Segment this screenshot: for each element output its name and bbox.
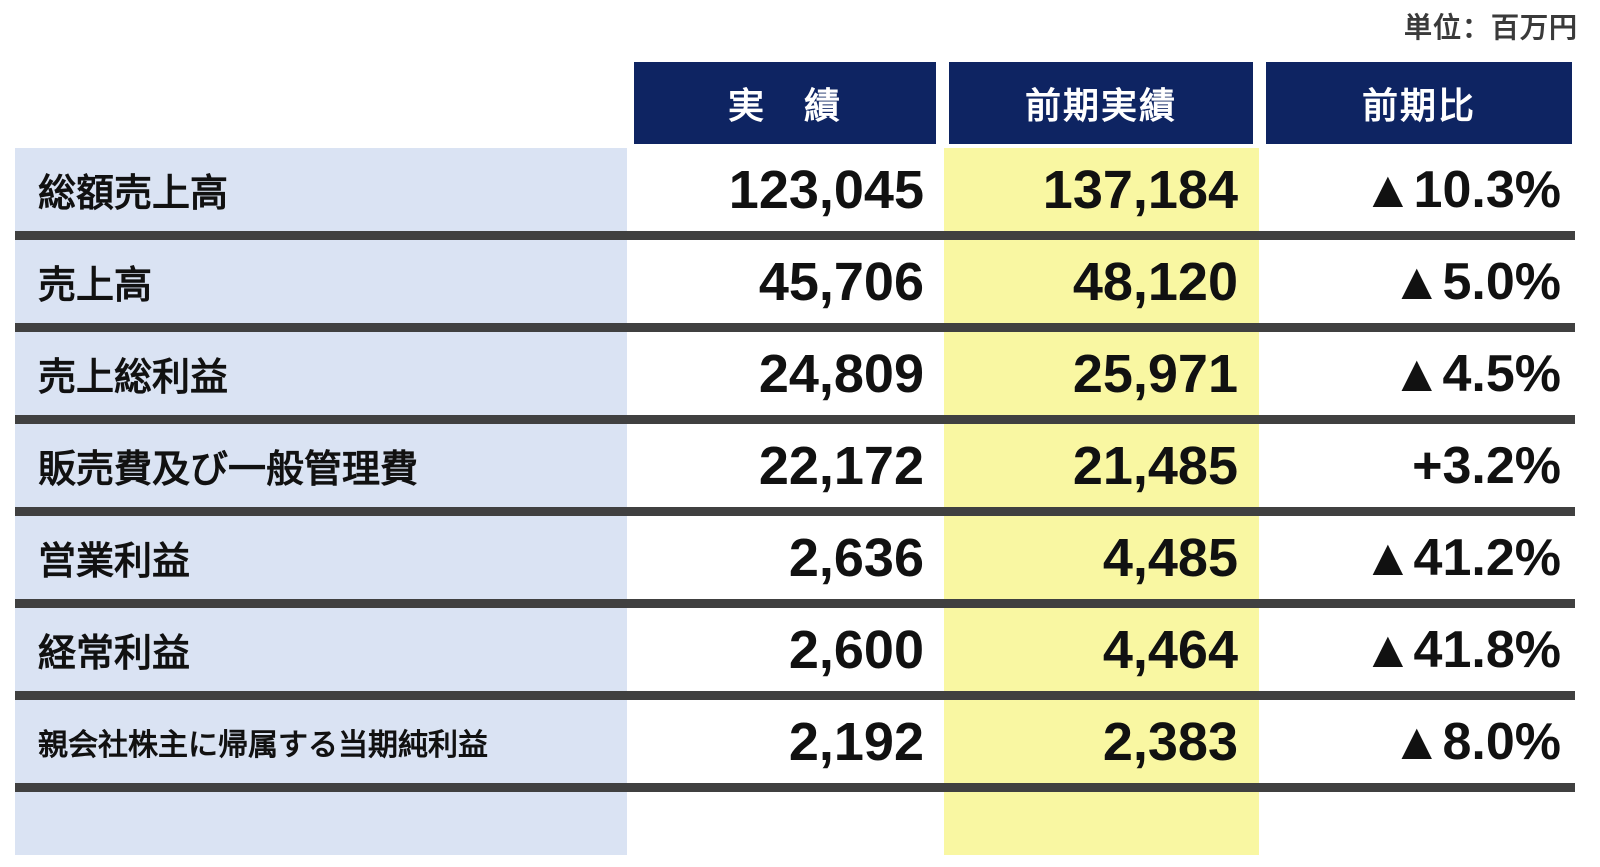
label-column-band: [15, 148, 627, 855]
row-actual: 2,600: [788, 619, 924, 680]
row-previous: 4,464: [1102, 619, 1238, 680]
row-yoy: ▲41.2%: [1362, 528, 1561, 587]
row-yoy: ▲4.5%: [1391, 344, 1561, 403]
table-row-ordinary-income: 経常利益 2,600 4,464 ▲41.8%: [15, 608, 1575, 700]
row-actual: 2,636: [788, 527, 924, 588]
row-label: 販売費及び一般管理費: [38, 449, 419, 491]
unit-label: 単位：百万円: [1403, 12, 1578, 43]
column-header-previous: 前期実績: [949, 62, 1253, 144]
row-label: 売上高: [38, 265, 153, 307]
table-rows: 総額売上高 123,045 137,184 ▲10.3% 売上高 45,706 …: [15, 148, 1575, 792]
row-label: 親会社株主に帰属する当期純利益: [38, 728, 488, 762]
table-header: 実 績 前期実績 前期比: [634, 62, 1572, 144]
row-actual: 22,172: [758, 435, 924, 496]
table-row-gross-sales: 総額売上高 123,045 137,184 ▲10.3%: [15, 148, 1575, 240]
row-yoy: ▲8.0%: [1391, 712, 1561, 771]
row-actual: 2,192: [788, 711, 924, 772]
row-yoy: ▲5.0%: [1391, 252, 1561, 311]
table-row-gross-profit: 売上総利益 24,809 25,971 ▲4.5%: [15, 332, 1575, 424]
table-row-net-sales: 売上高 45,706 48,120 ▲5.0%: [15, 240, 1575, 332]
column-header-actual: 実 績: [634, 62, 936, 144]
row-yoy: +3.2%: [1412, 436, 1561, 495]
table-row-operating-income: 営業利益 2,636 4,485 ▲41.2%: [15, 516, 1575, 608]
row-previous: 137,184: [1042, 159, 1238, 220]
results-table: 総額売上高 123,045 137,184 ▲10.3% 売上高 45,706 …: [15, 148, 1575, 855]
table-row-sga-expenses: 販売費及び一般管理費 22,172 21,485 +3.2%: [15, 424, 1575, 516]
row-label: 総額売上高: [38, 173, 229, 215]
column-header-yoy: 前期比: [1266, 62, 1572, 144]
row-previous: 25,971: [1072, 343, 1238, 404]
row-previous: 21,485: [1072, 435, 1238, 496]
row-label: 売上総利益: [38, 357, 229, 399]
previous-column-band: [944, 148, 1259, 855]
row-previous: 4,485: [1102, 527, 1238, 588]
row-yoy: ▲10.3%: [1362, 160, 1561, 219]
row-label: 経常利益: [38, 633, 191, 675]
row-label: 営業利益: [38, 541, 191, 583]
row-actual: 24,809: [758, 343, 924, 404]
row-previous: 2,383: [1102, 711, 1238, 772]
row-actual: 123,045: [728, 159, 924, 220]
row-actual: 45,706: [758, 251, 924, 312]
row-previous: 48,120: [1072, 251, 1238, 312]
row-yoy: ▲41.8%: [1362, 620, 1561, 679]
table-row-net-income: 親会社株主に帰属する当期純利益 2,192 2,383 ▲8.0%: [15, 700, 1575, 792]
